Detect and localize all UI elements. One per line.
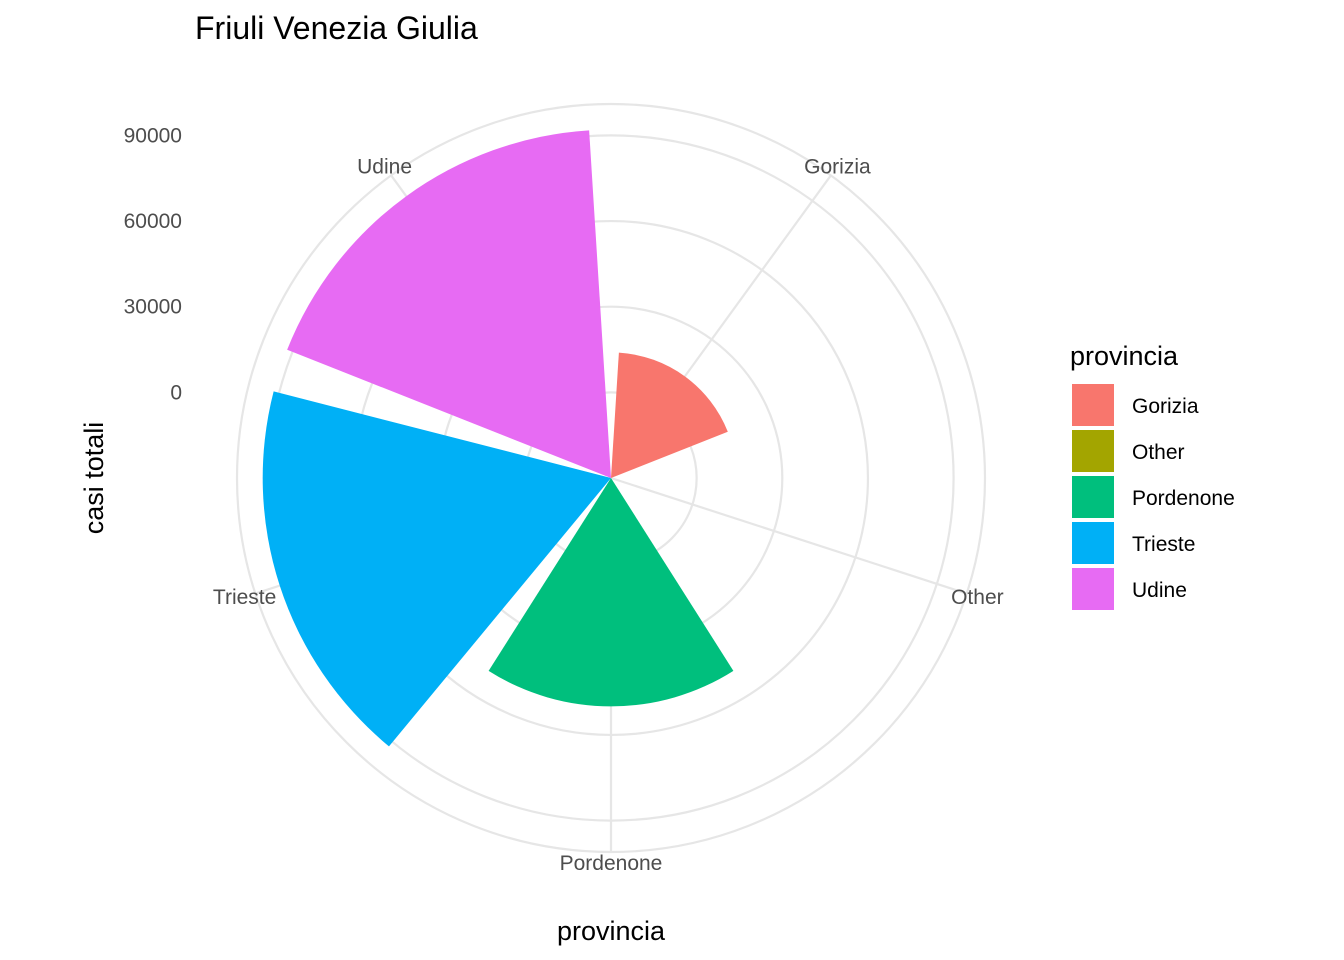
legend-label-pordenone: Pordenone — [1132, 487, 1235, 510]
category-label-other: Other — [951, 586, 1004, 609]
category-label-gorizia: Gorizia — [804, 155, 871, 178]
y-tick-label: 0 — [170, 381, 182, 404]
x-axis-title: provincia — [557, 916, 666, 946]
legend-swatch-other — [1072, 430, 1114, 472]
legend-swatch-gorizia — [1072, 384, 1114, 426]
category-label-udine: Udine — [357, 155, 412, 178]
legend-swatch-pordenone — [1072, 476, 1114, 518]
legend-title: provincia — [1070, 341, 1179, 371]
legend-label-trieste: Trieste — [1132, 533, 1195, 556]
chart-title: Friuli Venezia Giulia — [195, 10, 478, 46]
y-tick-labels: 0 30000 60000 90000 — [124, 124, 182, 404]
legend-label-other: Other — [1132, 441, 1185, 464]
category-label-pordenone: Pordenone — [560, 852, 663, 875]
legend-swatch-trieste — [1072, 522, 1114, 564]
bar-udine — [287, 130, 611, 478]
grid-spoke — [610, 476, 968, 595]
legend-label-gorizia: Gorizia — [1132, 395, 1199, 418]
y-tick-label: 60000 — [124, 210, 182, 233]
category-label-trieste: Trieste — [213, 586, 276, 609]
category-labels: Gorizia Other Pordenone Trieste Udine — [213, 155, 1004, 875]
y-tick-label: 30000 — [124, 296, 182, 319]
y-axis-title: casi totali — [79, 422, 109, 535]
bars-layer — [262, 130, 734, 747]
bar-gorizia — [611, 352, 728, 478]
legend-label-udine: Udine — [1132, 579, 1187, 602]
bar-pordenone — [488, 478, 734, 707]
bar-trieste — [262, 391, 611, 747]
y-tick-label: 90000 — [124, 124, 182, 147]
legend-swatch-udine — [1072, 568, 1114, 610]
legend-items: Gorizia Other Pordenone Trieste Udine — [1072, 384, 1235, 610]
legend: provincia Gorizia Other Pordenone Trieste Ud… — [1070, 341, 1235, 610]
